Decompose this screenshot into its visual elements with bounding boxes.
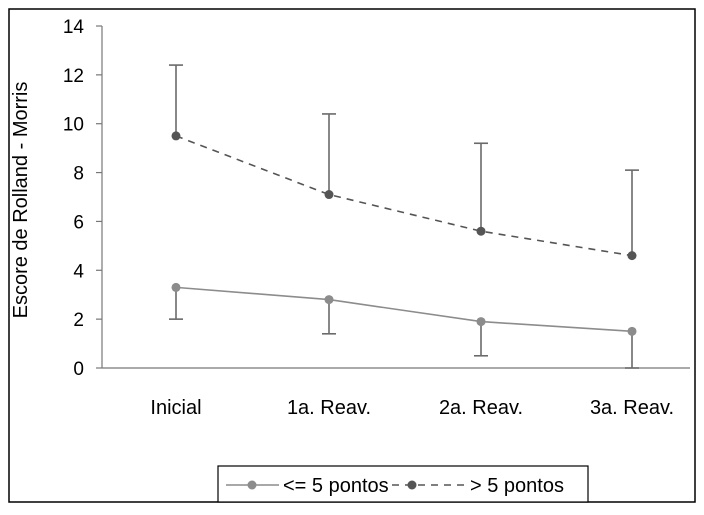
series-2: [169, 64, 639, 261]
y-tick-label: 14: [63, 17, 85, 38]
x-tick-label: 1a. Reav.: [287, 397, 371, 419]
legend-box: [217, 465, 589, 503]
y-tick-label: 12: [63, 66, 84, 87]
axes: [96, 25, 690, 369]
data-point: [171, 282, 181, 292]
data-point: [324, 190, 334, 200]
y-tick-label: 4: [73, 261, 84, 282]
legend-label: > 5 pontos: [470, 475, 564, 497]
y-axis-label: Escore de Rolland - Morris: [10, 82, 32, 319]
data-point: [476, 226, 486, 236]
y-tick-label: 6: [73, 212, 84, 233]
series-line: [175, 286, 633, 333]
x-tick-label: Inicial: [150, 397, 201, 419]
x-tick-label: 2a. Reav.: [439, 397, 523, 419]
y-tick-labels: 0 2 4 6 8 10 12 14: [63, 17, 85, 380]
series-line: [175, 135, 633, 257]
data-point: [627, 251, 637, 261]
data-point: [324, 295, 334, 305]
series-layer: [169, 64, 639, 369]
data-point: [627, 326, 637, 336]
y-tick-label: 0: [73, 359, 84, 380]
legend-marker: [407, 480, 417, 490]
y-tick-label: 10: [63, 115, 84, 136]
y-tick-label: 8: [73, 164, 84, 185]
legend-marker: [247, 480, 257, 490]
data-point: [171, 131, 181, 141]
x-tick-labels: Inicial 1a. Reav. 2a. Reav. 3a. Reav.: [150, 397, 674, 419]
chart-frame: [8, 8, 696, 503]
series-1: [169, 282, 639, 369]
legend: <= 5 pontos > 5 pontos: [217, 465, 589, 503]
y-tick-label: 2: [73, 310, 84, 331]
x-tick-label: 3a. Reav.: [590, 397, 674, 419]
legend-label: <= 5 pontos: [283, 475, 389, 497]
data-point: [476, 317, 486, 327]
